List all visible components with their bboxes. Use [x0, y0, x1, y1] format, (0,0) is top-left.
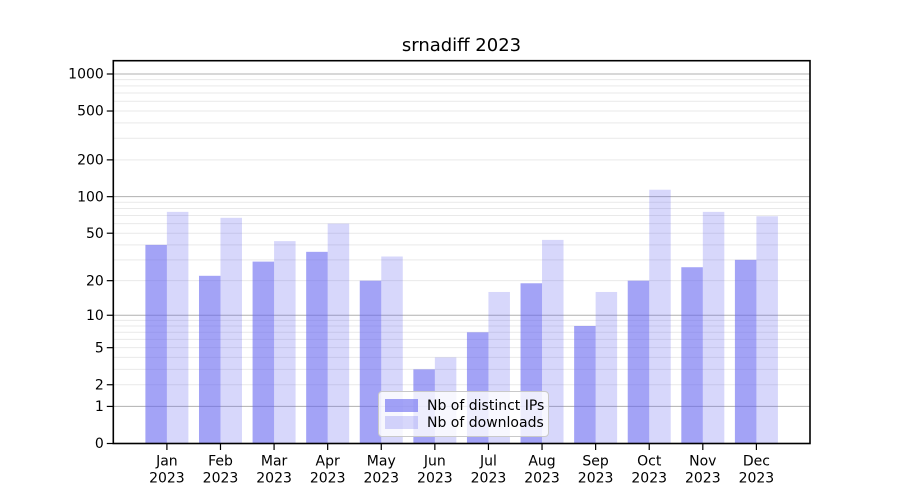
- y-tick-label: 100: [77, 189, 104, 205]
- bar-sep-downloads: [595, 291, 618, 444]
- x-tick-label-nov: Nov 2023: [685, 454, 721, 487]
- bar-nov-downloads: [702, 211, 725, 444]
- bar-oct-distinct-ips: [627, 280, 650, 444]
- x-tick-label-oct: Oct 2023: [631, 454, 667, 487]
- x-tick-label-jul: Jul 2023: [471, 454, 507, 487]
- x-tick-label-jun: Jun 2023: [417, 454, 453, 487]
- y-tick-label: 1000: [68, 67, 104, 83]
- y-tick-label: 2: [95, 377, 104, 393]
- bar-mar-downloads: [274, 241, 296, 444]
- tick-labels: 0 1 2 5 10 20 50 100 200 500 1000 Jan 2023 Feb 2023 Mar…: [68, 67, 774, 487]
- bar-may-distinct-ips: [359, 280, 382, 444]
- y-tick-label: 500: [77, 104, 104, 120]
- y-tick-label: 0: [95, 436, 104, 452]
- bar-oct-downloads: [649, 189, 671, 444]
- y-tick-label: 200: [77, 152, 104, 168]
- plot-border: [112, 59, 811, 445]
- x-tick-label-aug: Aug 2023: [524, 454, 560, 487]
- legend-swatch-downloads: [385, 416, 418, 429]
- bar-apr-distinct-ips: [306, 251, 328, 444]
- legend-swatch-distinct-ips: [385, 399, 418, 412]
- y-tick-label: 20: [86, 273, 104, 289]
- y-tick-label: 10: [86, 308, 104, 324]
- x-tick-label-dec: Dec 2023: [739, 454, 775, 487]
- legend-label-distinct-ips: Nb of distinct IPs: [427, 397, 545, 414]
- bar-jan-downloads: [166, 211, 189, 444]
- bar-mar-distinct-ips: [252, 261, 275, 444]
- bar-nov-distinct-ips: [681, 267, 703, 444]
- axes: [112, 59, 811, 445]
- x-tick-label-jan: Jan 2023: [149, 454, 185, 487]
- legend-item-distinct-ips: Nb of distinct IPs: [385, 399, 544, 413]
- x-tick-label-feb: Feb 2023: [203, 454, 239, 487]
- bar-dec-distinct-ips: [734, 259, 757, 444]
- x-tick-label-sep: Sep 2023: [578, 454, 614, 487]
- legend: Nb of distinct IPs Nb of downloads: [378, 391, 549, 437]
- bars: [145, 189, 778, 444]
- bar-dec-downloads: [756, 216, 778, 444]
- x-tick-label-mar: Mar 2023: [256, 454, 292, 487]
- chart-title: srnadiff 2023: [401, 35, 522, 56]
- bar-jan-distinct-ips: [145, 244, 167, 444]
- bar-feb-distinct-ips: [198, 275, 221, 444]
- x-tick-label-may: May 2023: [363, 454, 399, 487]
- x-tick-label-apr: Apr 2023: [310, 454, 346, 487]
- y-tick-label: 5: [95, 340, 104, 356]
- bar-feb-downloads: [220, 217, 242, 444]
- bar-apr-downloads: [327, 223, 350, 444]
- legend-label-downloads: Nb of downloads: [427, 414, 544, 431]
- bar-sep-distinct-ips: [574, 325, 596, 444]
- tick-marks: [106, 73, 758, 450]
- y-tick-label: 1: [95, 399, 104, 415]
- y-tick-label: 50: [86, 226, 104, 242]
- legend-item-downloads: Nb of downloads: [385, 416, 544, 430]
